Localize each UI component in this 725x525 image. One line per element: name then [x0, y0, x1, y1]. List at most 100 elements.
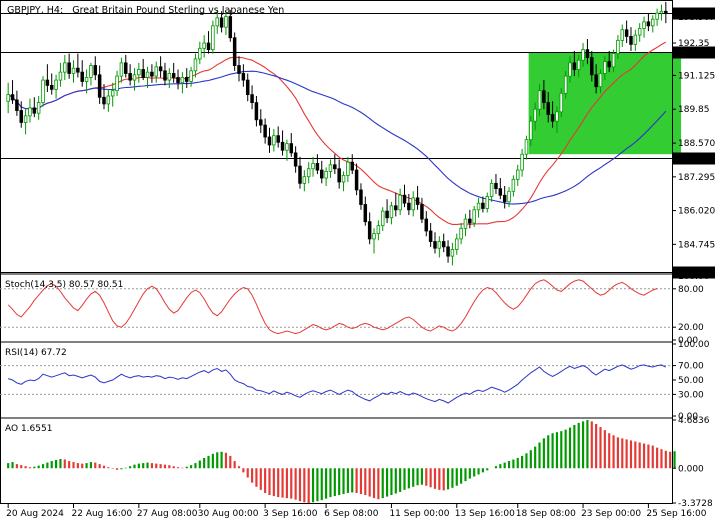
candle: [389, 201, 394, 225]
candle-body: [89, 65, 93, 78]
candle: [71, 60, 76, 83]
candle: [572, 50, 577, 77]
rsi-tick-label: 100.00: [678, 340, 710, 350]
candle-body: [341, 174, 346, 183]
candle: [598, 69, 603, 94]
candle-body: [132, 74, 137, 81]
time-tick-label: 25 Sep 16:00: [646, 509, 706, 519]
candle: [23, 109, 28, 135]
candle: [106, 89, 111, 112]
candle: [45, 64, 50, 92]
candle-body: [594, 74, 598, 88]
horizontal-levels: [0, 13, 672, 273]
candle: [367, 212, 372, 245]
candle-body: [19, 110, 23, 123]
candle: [363, 196, 368, 226]
candle-body: [267, 136, 272, 146]
candle: [555, 106, 559, 134]
candle: [6, 82, 10, 114]
price-tick-label: 187.295: [678, 173, 715, 183]
candle: [15, 90, 19, 116]
candle-body: [202, 42, 206, 49]
candle: [646, 13, 651, 32]
candle: [272, 129, 276, 152]
candle: [167, 68, 172, 89]
candle: [97, 65, 102, 104]
candle: [489, 179, 494, 202]
candle-body: [198, 47, 202, 60]
candle-body: [468, 218, 472, 224]
candle-body: [446, 246, 450, 257]
candle: [206, 31, 211, 54]
time-tick-label: 30 Aug 00:00: [198, 509, 259, 519]
candle-body: [163, 70, 167, 81]
candle-body: [380, 210, 385, 227]
candle-body: [407, 202, 411, 211]
candle: [590, 50, 594, 82]
candle: [93, 56, 98, 81]
rsi-pane: RSI(14) 67.72: [0, 348, 672, 404]
candle: [494, 174, 498, 194]
candle: [54, 74, 58, 99]
time-tick-label: 27 Aug 08:00: [137, 509, 198, 519]
candle-body: [585, 49, 590, 58]
candle-body: [524, 139, 529, 155]
price-axis: 193.500 192.000 188.000 183.700 192.35 191.12…: [672, 7, 715, 509]
candle: [568, 56, 572, 83]
candle: [559, 88, 564, 118]
stoch-tick-label: 80.00: [678, 285, 704, 295]
candle: [585, 39, 590, 65]
candle: [32, 97, 37, 118]
time-axis: 20 Aug 2024 22 Aug 16:00 27 Aug 08:00 30 Au…: [6, 504, 707, 519]
candle: [424, 211, 429, 237]
candle: [498, 178, 503, 200]
candle: [63, 54, 67, 81]
candle: [163, 62, 167, 86]
candle: [124, 54, 128, 78]
candle-body: [167, 73, 172, 81]
candle-body: [607, 61, 611, 68]
candle: [215, 9, 219, 34]
time-tick-label: 6 Sep 08:00: [324, 509, 379, 519]
candle: [150, 64, 154, 83]
candle-body: [529, 120, 533, 141]
candle: [520, 148, 524, 177]
candle-body: [498, 188, 503, 196]
candle: [533, 102, 537, 131]
candle: [637, 23, 642, 42]
candle-body: [45, 79, 50, 86]
candle-body: [542, 90, 546, 103]
candle-body: [119, 62, 124, 77]
candle-body: [232, 37, 237, 66]
candle: [633, 29, 638, 51]
candle-body: [633, 34, 638, 45]
candle-body: [84, 77, 89, 82]
price-tick-label: 186.020: [678, 207, 715, 217]
candle: [402, 184, 407, 208]
candle: [19, 101, 23, 128]
candle: [228, 9, 233, 42]
candle-body: [49, 84, 54, 90]
candle: [350, 154, 354, 175]
candle: [507, 187, 511, 208]
candle: [67, 53, 71, 79]
candle-body: [184, 77, 189, 82]
candle-body: [311, 163, 315, 170]
candle: [245, 73, 250, 102]
candle-body: [481, 202, 485, 209]
rsi-tick-label: 70.00: [678, 362, 704, 372]
time-tick-label: 18 Sep 08:00: [516, 509, 576, 519]
stoch-line: [7, 279, 658, 335]
candle: [132, 68, 137, 91]
candle-body: [189, 70, 193, 82]
chart-title: GBPJPY, H4: Great Britain Pound Sterling…: [7, 5, 284, 16]
candle-body: [145, 71, 150, 78]
ao-label: AO 1.6551: [5, 424, 52, 434]
candle-body: [141, 69, 145, 78]
awesome-oscillator-pane: AO 1.6551: [5, 420, 676, 503]
candle-body: [372, 233, 376, 240]
price-tick-label: 192.35: [678, 39, 710, 49]
candle: [407, 193, 411, 216]
candle: [89, 62, 93, 86]
candle-body: [415, 197, 420, 205]
